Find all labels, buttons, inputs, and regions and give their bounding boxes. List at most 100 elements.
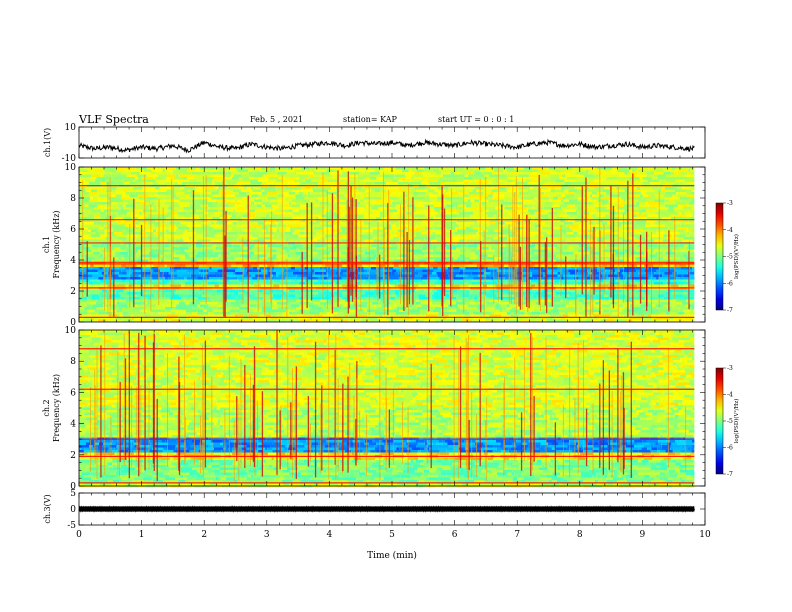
spectrogram-cell (469, 227, 473, 230)
spectrogram-cell (489, 299, 501, 302)
spectrogram-cell (159, 232, 163, 235)
spectrogram-cell (439, 284, 452, 287)
spectrogram-cell (200, 254, 208, 257)
spectrogram-cell (134, 304, 138, 307)
spectrogram-cell (573, 252, 581, 255)
spectrogram-cell (539, 264, 546, 267)
spectrogram-cell (264, 252, 273, 255)
spectrogram-cell (216, 189, 220, 192)
spectrogram-cell (178, 202, 189, 205)
spectrogram-cell (384, 204, 397, 207)
spectrogram-cell (472, 189, 477, 192)
spectrogram-cell (302, 182, 310, 185)
spectrogram-cell (620, 202, 627, 205)
spectrogram-cell (396, 252, 407, 255)
spectrogram-cell (223, 194, 236, 197)
spectrogram-cell (299, 177, 305, 180)
spectrogram-cell (341, 229, 346, 232)
spectrogram-cell (438, 224, 443, 227)
spectrogram-cell (498, 237, 508, 240)
spectrogram-cell (342, 172, 348, 175)
spectrogram-cell (480, 282, 492, 285)
spectrogram-cell (292, 272, 304, 275)
spectrogram-cell (286, 227, 290, 230)
spectrogram-cell (484, 174, 490, 177)
spectrogram-cell (467, 244, 478, 247)
spectrogram-cell (175, 224, 187, 227)
spectrogram-cell (631, 277, 640, 280)
spectrogram-cell (422, 199, 431, 202)
spectrogram-cell (573, 232, 578, 235)
spectrogram-cell (565, 194, 575, 197)
spectrogram-cell (311, 232, 317, 235)
spectrogram-cell (490, 212, 498, 215)
spectrogram-cell (515, 274, 528, 277)
spectrogram-cell (422, 202, 425, 205)
spectrogram-cell (650, 234, 659, 237)
spectrogram-cell (246, 192, 250, 195)
spectrogram-cell (164, 254, 173, 257)
spectrogram-cell (680, 297, 689, 300)
spectrogram-cell (250, 224, 262, 227)
spectrogram-cell (494, 252, 500, 255)
spectrogram-cell (436, 284, 440, 287)
spectrogram-cell (677, 282, 685, 285)
spectrogram-cell (272, 249, 277, 252)
spectrogram-cell (366, 249, 370, 252)
spectrogram-cell (340, 209, 347, 212)
spectrogram-cell (118, 274, 130, 277)
spectrogram-cell (517, 239, 524, 242)
spectrogram-cell (469, 197, 477, 200)
spectrogram-cell (271, 292, 283, 295)
spectrogram-cell (138, 217, 145, 220)
spectrogram-cell (525, 289, 531, 292)
spectrogram-cell (290, 202, 296, 205)
spectrogram-cell (276, 257, 283, 260)
spectrogram-cell (79, 229, 89, 232)
spectrogram-cell (447, 272, 459, 275)
spectrogram-cell (554, 182, 565, 185)
spectrogram-cell (325, 187, 332, 190)
spectrogram-cell (395, 224, 400, 227)
spectrogram-cell (532, 187, 537, 190)
spectrogram-cell (608, 199, 619, 202)
spectrogram-cell (277, 304, 289, 307)
spectrogram-cell (186, 177, 194, 180)
spectrogram-cell (469, 247, 477, 250)
spectrogram-cell (566, 229, 573, 232)
spectrogram-cell (630, 189, 642, 192)
spectrogram-cell (108, 199, 111, 202)
spectrogram-cell (532, 254, 539, 257)
spectrogram-cell (169, 192, 176, 195)
spectrogram-cell (330, 267, 342, 270)
spectrogram-cell (196, 244, 204, 247)
spectrogram-cell (632, 239, 643, 242)
spectrogram-cell (202, 197, 212, 200)
spectrogram-cell (592, 217, 596, 220)
spectrogram-cell (305, 179, 312, 182)
spectrogram-cell (100, 294, 106, 297)
spectrogram-cell (384, 259, 395, 262)
spectrogram-cell (468, 262, 473, 265)
spectrogram-cell (537, 277, 550, 280)
spectrogram-cell (263, 297, 271, 300)
spectrogram-cell (295, 194, 303, 197)
spectrogram-cell (680, 234, 686, 237)
spectrogram-cell (565, 299, 570, 302)
spectrogram-cell (335, 244, 346, 247)
spectrogram-cell (573, 174, 585, 177)
spectrogram-cell (424, 197, 430, 200)
spectrogram-cell (255, 232, 264, 235)
spectrogram-cell (436, 172, 442, 175)
spectrogram-cell (567, 247, 574, 250)
spectrogram-cell (222, 182, 227, 185)
spectrogram-cell (125, 284, 129, 287)
spectrogram-cell (338, 202, 348, 205)
spectrogram-cell (558, 227, 562, 230)
spectrogram-cell (217, 269, 226, 272)
spectrogram-cell (468, 192, 477, 195)
spectrogram-cell (659, 182, 665, 185)
spectrogram-cell (253, 292, 257, 295)
spectrogram-cell (82, 272, 87, 275)
spectrogram-cell (228, 262, 236, 265)
